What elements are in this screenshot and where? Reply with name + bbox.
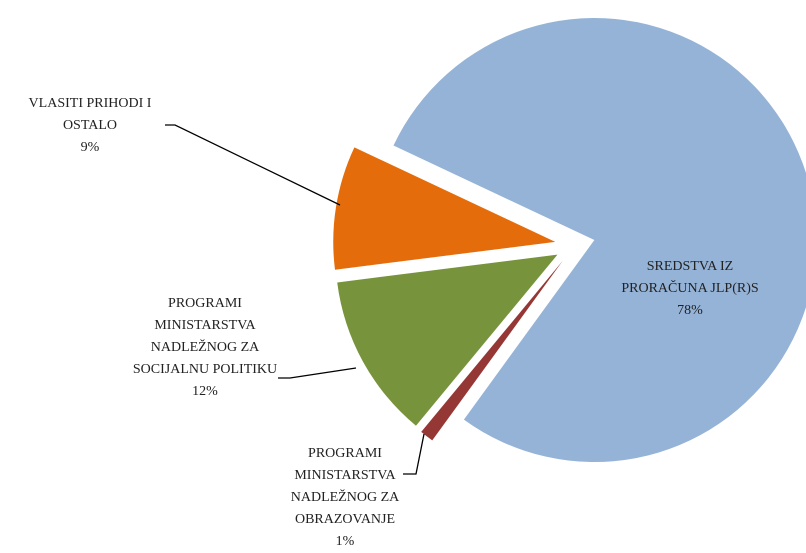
value-label: 78% [677,303,703,318]
pie-slice [421,260,563,441]
category-label: PROGRAMI MINISTARSTVA NADLEŽNOG ZA SOCIJ… [132,296,278,377]
category-label: PROGRAMI MINISTARSTVA NADLEŽNOG ZA OBRAZ… [290,446,400,527]
pie-slice [333,147,556,270]
leader-line [403,433,425,475]
value-label: 9% [80,140,100,155]
value-label: 1% [335,534,355,549]
pie-slice [337,254,558,426]
leader-line [278,367,357,379]
slice-label: PROGRAMI MINISTARSTVA NADLEŽNOG ZA OBRAZ… [285,443,405,553]
slice-label: VLASITI PRIHODI I OSTALO 9% [10,93,170,159]
pie-slice [393,18,806,462]
slice-label: PROGRAMI MINISTARSTVA NADLEŽNOG ZA SOCIJ… [125,293,285,403]
slice-label: SREDSTVA IZ PRORAČUNA JLP(R)S 78% [610,256,770,322]
category-label: SREDSTVA IZ PRORAČUNA JLP(R)S [621,259,759,296]
leader-line [165,124,341,206]
category-label: VLASITI PRIHODI I OSTALO [28,96,152,133]
value-label: 12% [192,384,218,399]
